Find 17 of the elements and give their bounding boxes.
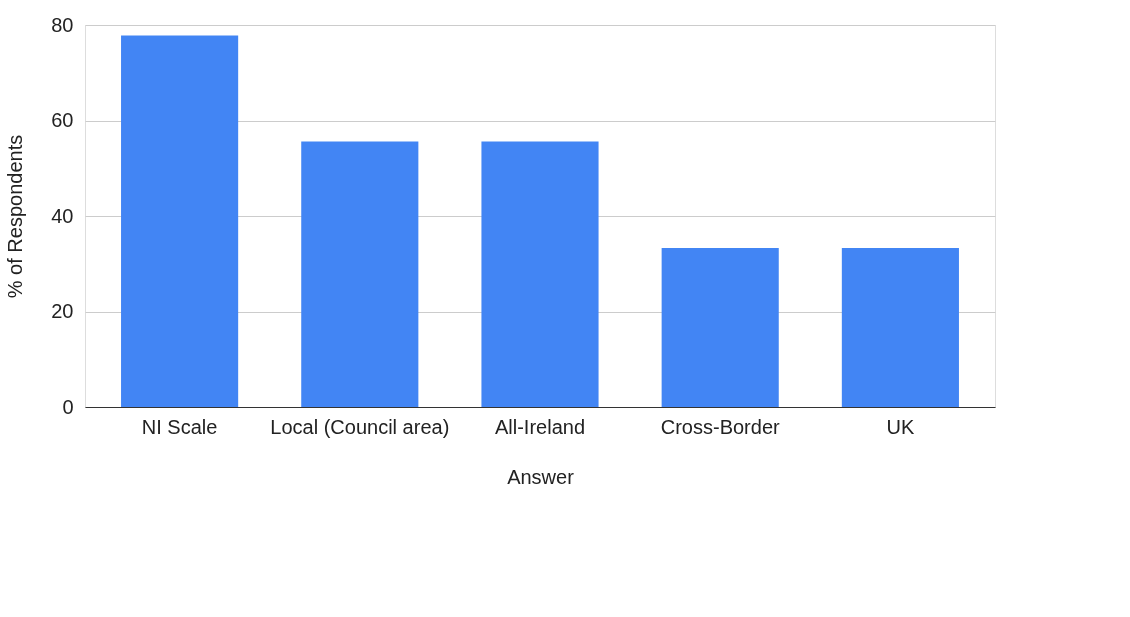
y-tick-label: 0 <box>62 395 74 418</box>
bar <box>481 141 599 407</box>
x-tick-label: Local (Council area) <box>270 415 450 438</box>
x-tick-label: NI Scale <box>141 415 218 438</box>
bar <box>121 35 239 407</box>
bar <box>301 141 419 407</box>
x-tick-label: All-Ireland <box>494 415 586 438</box>
bar <box>661 247 779 407</box>
y-tick-label: 80 <box>51 13 74 36</box>
x-tick-label: Cross-Border <box>660 415 780 438</box>
y-tick-label: 40 <box>51 204 74 227</box>
bar <box>841 247 959 407</box>
x-axis-title: Answer <box>507 465 575 488</box>
y-tick-label: 20 <box>51 300 74 322</box>
y-tick-label: 60 <box>51 109 74 131</box>
y-axis-title: % of Respondents <box>4 134 27 299</box>
x-tick-label: UK <box>886 415 915 438</box>
